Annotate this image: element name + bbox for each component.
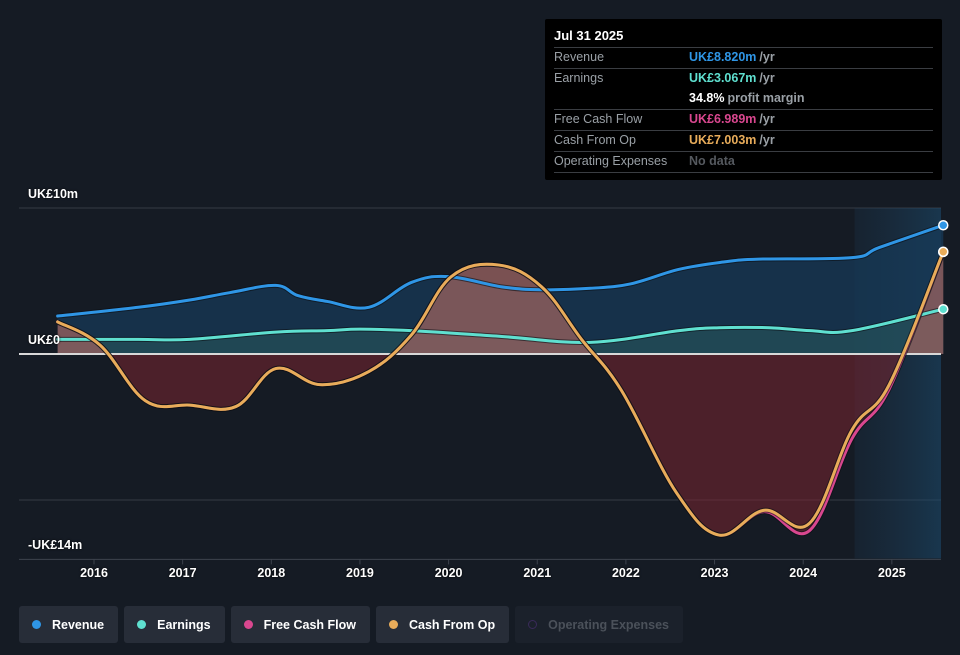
y-tick-label-bottom: -UK£14m: [28, 538, 83, 552]
legend-item-free-cash-flow[interactable]: Free Cash Flow: [230, 606, 370, 643]
legend-label: Earnings: [157, 617, 211, 632]
legend-label: Operating Expenses: [548, 617, 669, 632]
x-tick-label: 2022: [611, 566, 640, 581]
y-tick-label-zero: UK£0: [28, 333, 60, 347]
earnings-line: [56, 307, 945, 344]
x-tick-label: 2025: [877, 566, 906, 581]
tooltip-label: Free Cash Flow: [554, 112, 643, 126]
operating-expenses-hollow-dot-icon: [528, 620, 538, 629]
profit-margin-text: profit margin: [727, 91, 805, 105]
chart-area: [19, 207, 949, 565]
cash-from-op-positive-area: [57, 251, 944, 354]
tooltip-label: Earnings: [554, 71, 604, 85]
tooltip-unit: /yr: [759, 133, 775, 147]
tooltip-date: Jul 31 2025: [554, 28, 624, 43]
x-tick-label: 2019: [346, 566, 374, 581]
x-tick-label: 2017: [168, 566, 197, 581]
tooltip-value: UK£3.067m: [689, 71, 757, 85]
tooltip-value: No data: [689, 154, 735, 168]
tooltip-row-margin: 34.8% profit margin: [554, 89, 933, 109]
free-cash-flow-area: [57, 251, 944, 536]
tooltip-unit: /yr: [759, 71, 775, 85]
legend-label: Cash From Op: [409, 617, 496, 632]
end-markers: [938, 219, 949, 315]
revenue-end-marker: [938, 219, 949, 231]
legend: Revenue Earnings Free Cash Flow Cash Fro…: [19, 606, 683, 643]
cash-from-op-line: [56, 250, 945, 537]
tooltip-row-earnings: Earnings UK£3.067m /yr: [554, 68, 933, 89]
legend-item-revenue[interactable]: Revenue: [19, 606, 119, 643]
series-areas: [19, 225, 944, 536]
tooltip-value: UK£8.820m: [689, 50, 757, 64]
tooltip-unit: /yr: [759, 50, 775, 64]
cash-from-op-end-marker: [938, 246, 949, 258]
profit-margin-value: 34.8%: [689, 91, 725, 105]
tooltip-unit: /yr: [759, 112, 775, 126]
y-tick-label-top: UK£10m: [28, 187, 79, 201]
earnings-dot-icon: [137, 620, 147, 629]
x-tick-label: 2021: [523, 566, 552, 581]
earnings-end-marker: [938, 303, 949, 315]
series-lines: [56, 222, 946, 538]
tooltip-row-cfo: Cash From Op UK£7.003m /yr: [554, 130, 933, 151]
tooltip-row-fcf: Free Cash Flow UK£6.989m /yr: [554, 109, 933, 130]
x-tick-label: 2018: [257, 566, 286, 581]
tooltip-row-opex: Operating Expenses No data: [554, 151, 933, 173]
revenue-line: [56, 223, 945, 318]
tooltip-label: [554, 89, 689, 109]
legend-label: Revenue: [52, 617, 105, 632]
revenue-dot-icon: [32, 620, 41, 629]
legend-item-cash-from-op[interactable]: Cash From Op: [376, 606, 510, 643]
earnings-area: [57, 309, 944, 354]
tooltip-label: Cash From Op: [554, 133, 636, 147]
x-tick-label: 2020: [434, 566, 463, 581]
legend-item-operating-expenses[interactable]: Operating Expenses: [515, 606, 683, 643]
tooltip-value: UK£6.989m: [689, 112, 757, 126]
tooltip-value: UK£7.003m: [689, 133, 757, 147]
legend-label: Free Cash Flow: [263, 617, 356, 632]
tooltip-row-revenue: Revenue UK£8.820m /yr: [554, 47, 933, 68]
free-cash-flow-dot-icon: [243, 620, 253, 629]
tooltip-label: Operating Expenses: [554, 154, 668, 168]
x-tick-label: 2016: [80, 566, 108, 581]
data-tooltip: Jul 31 2025 Revenue UK£8.820m /yr Earnin…: [545, 19, 942, 180]
cash-from-op-dot-icon: [389, 620, 398, 629]
legend-item-earnings[interactable]: Earnings: [124, 606, 225, 643]
x-tick-label: 2024: [789, 566, 818, 581]
x-axis: [93, 559, 893, 565]
x-tick-label: 2023: [700, 566, 729, 581]
tooltip-label: Revenue: [554, 50, 605, 64]
